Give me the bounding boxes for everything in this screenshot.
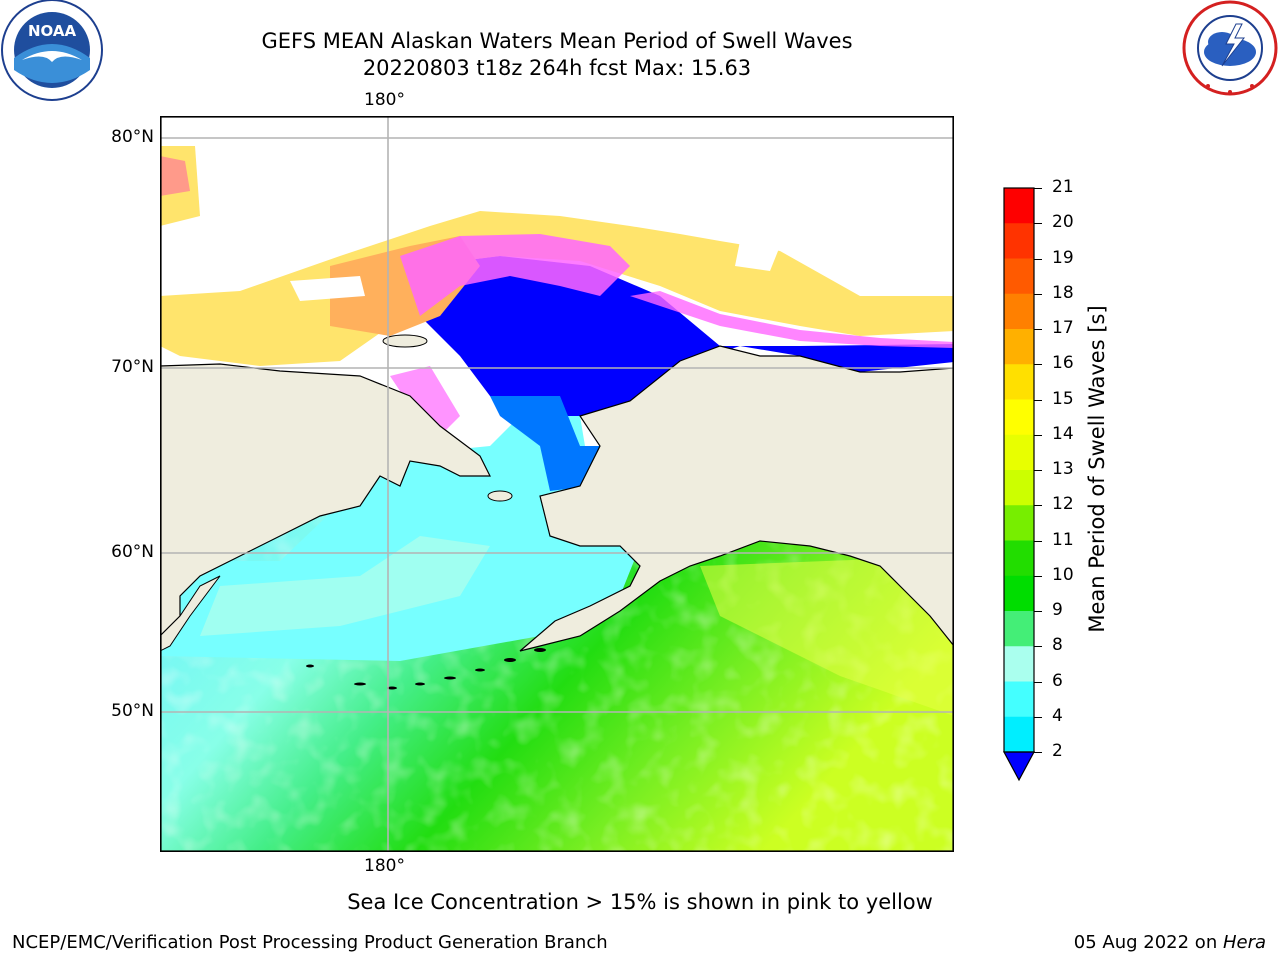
colorbar-band [1004,364,1034,400]
colorbar-tick-label: 21 [1052,177,1074,197]
colorbar-tick-label: 6 [1052,670,1063,691]
colorbar-tick-mark [1034,681,1042,683]
graticule [160,116,954,852]
colorbar-tick-mark [1034,223,1042,225]
colorbar-tick-mark [1034,364,1042,366]
colorbar-band [1004,293,1034,330]
colorbar-tick-mark [1034,646,1042,648]
colorbar-tick-mark [1034,293,1042,295]
aleutian-islands [306,648,546,690]
colorbar-band [1004,258,1034,295]
colorbar-tick-label: 18 [1052,282,1074,303]
footer-date: 05 Aug 2022 on Hera [1074,932,1266,953]
colorbar-band [1004,681,1034,718]
colorbar-tick-mark [1034,470,1042,471]
colorbar-band [1004,540,1034,577]
colorbar-tick-label: 12 [1052,494,1074,515]
land-siberia [159,363,491,638]
lat-label-80: 80°N [111,127,154,147]
colorbar-tick-mark [1034,716,1042,718]
colorbar-band [1004,223,1034,259]
colorbar-tick-label: 13 [1052,459,1074,479]
noaa-logo-text: NOAA [28,22,77,40]
colorbar-tick-label: 17 [1052,318,1074,338]
colorbar-band [1004,329,1034,365]
colorbar-band [1004,399,1034,436]
chart-subtitle: 20220803 t18z 264h fcst Max: 15.63 [362,56,752,80]
map-panel [159,116,955,853]
footer-credit: NCEP/EMC/Verification Post Processing Pr… [12,932,608,953]
colorbar-tick-label: 11 [1052,529,1074,550]
nws-logo [1178,0,1280,100]
map-svg [159,116,955,853]
colorbar-under-arrow [1002,751,1036,782]
colorbar-tick-mark [1034,575,1042,577]
colorbar-tick-label: 20 [1052,212,1074,233]
colorbar-band [1004,188,1034,224]
land-alaska [519,345,955,652]
colorbar-tick-label: 8 [1052,635,1063,656]
colorbar-tick-label: 15 [1052,388,1074,409]
colorbar-band [1004,575,1034,612]
map-frame [160,116,955,853]
colorbar-tick-mark [1034,752,1042,753]
colorbar-tick-mark [1034,188,1042,189]
colorbar-tick-label: 2 [1052,741,1063,761]
colorbar-tick-mark [1034,505,1042,507]
sea-ice-pink [400,234,630,316]
lat-label-60: 60°N [111,542,154,562]
colorbar-band [1004,434,1034,471]
colorbar-band [1004,716,1034,753]
footer-date-text: 05 Aug 2022 on [1073,932,1223,953]
colorbar-tick-label: 10 [1052,564,1074,585]
colorbar-band [1004,611,1034,647]
colorbar-tick-label: 19 [1052,247,1074,268]
colorbar-tick-label: 14 [1052,423,1074,444]
footer-machine: Hera [1222,932,1266,953]
colorbar-tick-mark [1034,434,1042,436]
colorbar-tick-mark [1034,258,1042,260]
colorbar-band [1004,646,1034,682]
colorbar-tick-label: 9 [1052,600,1063,620]
colorbar-band [1004,470,1034,506]
colorbar-tick-mark [1034,329,1042,330]
colorbar-tick-mark [1034,540,1042,542]
colorbar-tick-mark [1034,611,1042,612]
colorbar-band [1004,505,1034,541]
swell-field-arctic [420,256,954,416]
lon-label-top: 180° [364,90,405,110]
lon-label-bottom: 180° [364,856,405,876]
sea-ice-note: Sea Ice Concentration > 15% is shown in … [347,890,933,914]
colorbar-tick-mark [1034,399,1042,401]
colorbar-tick-label: 4 [1052,705,1063,726]
noaa-logo: NOAA [0,0,104,104]
lat-label-70: 70°N [111,357,154,377]
colorbar-tick-label: 16 [1052,353,1074,374]
chart-title: GEFS MEAN Alaskan Waters Mean Period of … [261,29,853,53]
colorbar [1000,186,1040,786]
lat-label-50: 50°N [111,701,154,721]
